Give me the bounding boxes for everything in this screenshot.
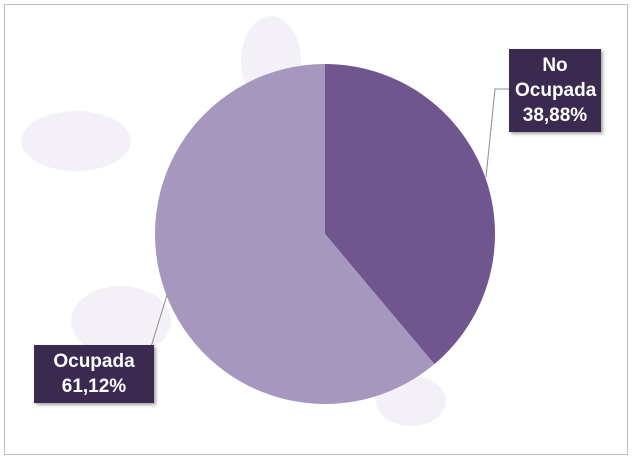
pie-slice [155,64,435,405]
category-label: Ocupada [53,351,135,372]
value-label: 38,88% [522,105,588,126]
category-label: No Ocupada [515,55,597,101]
data-label: No Ocupada 38,88% [509,49,601,132]
chart-frame: No Ocupada 38,88% Ocupada 61,12% [4,4,628,455]
pie-slice [325,64,495,365]
data-label: Ocupada 61,12% [34,345,154,403]
leader-line [485,88,509,178]
chart [21,16,509,426]
value-label: 61,12% [61,376,127,397]
leader-line [150,294,168,348]
